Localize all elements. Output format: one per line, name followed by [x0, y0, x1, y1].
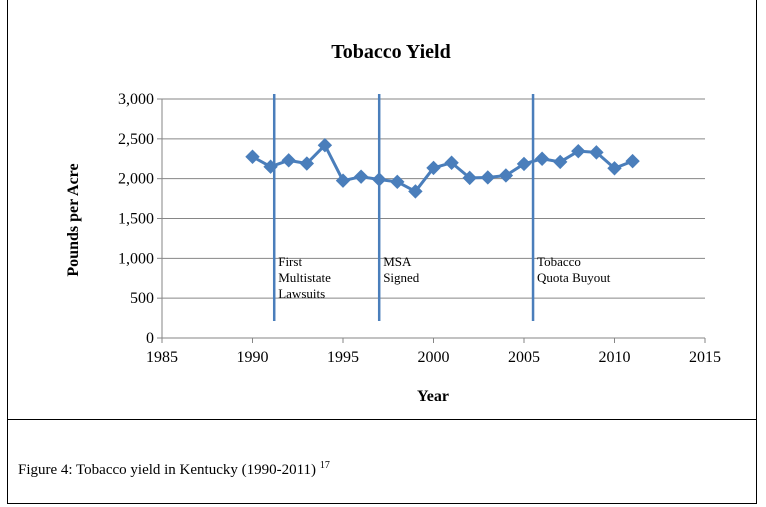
event-annotation-line: First — [278, 254, 302, 269]
y-tick-label: 1,000 — [118, 250, 154, 267]
caption-text: Figure 4: Tobacco yield in Kentucky (199… — [18, 462, 320, 478]
x-axis-label: Year — [417, 388, 449, 405]
data-point-marker — [516, 156, 532, 172]
data-point-marker — [498, 168, 514, 183]
x-tick-label: 1995 — [327, 349, 359, 366]
data-point-marker — [263, 159, 278, 174]
data-point-marker — [371, 172, 387, 187]
series-line — [251, 143, 634, 193]
y-tick-label: 500 — [130, 290, 154, 307]
y-tick-label: 2,000 — [118, 171, 154, 188]
event-annotation-line: Multistate — [278, 270, 331, 285]
data-point-marker — [552, 154, 568, 170]
data-point-marker — [390, 174, 405, 190]
data-point-marker — [426, 160, 441, 176]
event-annotation-line: MSA — [383, 254, 412, 269]
x-tick-label: 2000 — [418, 349, 450, 366]
caption-footnote: 17 — [319, 460, 330, 471]
figure-caption: Figure 4: Tobacco yield in Kentucky (199… — [18, 460, 330, 479]
event-annotation-line: Signed — [383, 270, 420, 285]
data-point-marker — [408, 184, 423, 199]
data-point-marker — [281, 153, 296, 168]
data-point-marker — [589, 145, 604, 160]
x-tick-label: 1985 — [146, 349, 178, 366]
event-annotation-line: Lawsuits — [278, 286, 325, 301]
data-point-marker — [335, 173, 351, 188]
y-tick-label: 2,500 — [118, 131, 154, 148]
data-point-marker — [299, 156, 315, 171]
y-tick-label: 0 — [146, 330, 154, 347]
data-point-marker — [444, 155, 459, 170]
y-tick-label: 3,000 — [118, 91, 154, 108]
data-point-marker — [625, 153, 640, 169]
y-axis-label: Pounds per Acre — [65, 163, 82, 276]
data-point-marker — [245, 149, 260, 164]
chart-title: Tobacco Yield — [331, 41, 450, 63]
data-point-marker — [317, 137, 333, 153]
data-point-marker — [571, 143, 586, 159]
data-point-marker — [607, 161, 622, 176]
figure-frame — [7, 0, 757, 504]
event-annotation-line: Tobacco — [537, 254, 581, 269]
data-point-marker — [480, 170, 496, 185]
x-tick-label: 2005 — [508, 349, 540, 366]
data-point-marker — [353, 169, 369, 184]
x-tick-label: 2010 — [599, 349, 631, 366]
x-tick-label: 1990 — [237, 349, 269, 366]
x-tick-label: 2015 — [689, 349, 721, 366]
data-point-marker — [462, 170, 477, 186]
event-annotation-line: Quota Buyout — [537, 270, 611, 285]
data-point-marker — [534, 151, 550, 166]
y-tick-label: 1,500 — [118, 211, 154, 228]
